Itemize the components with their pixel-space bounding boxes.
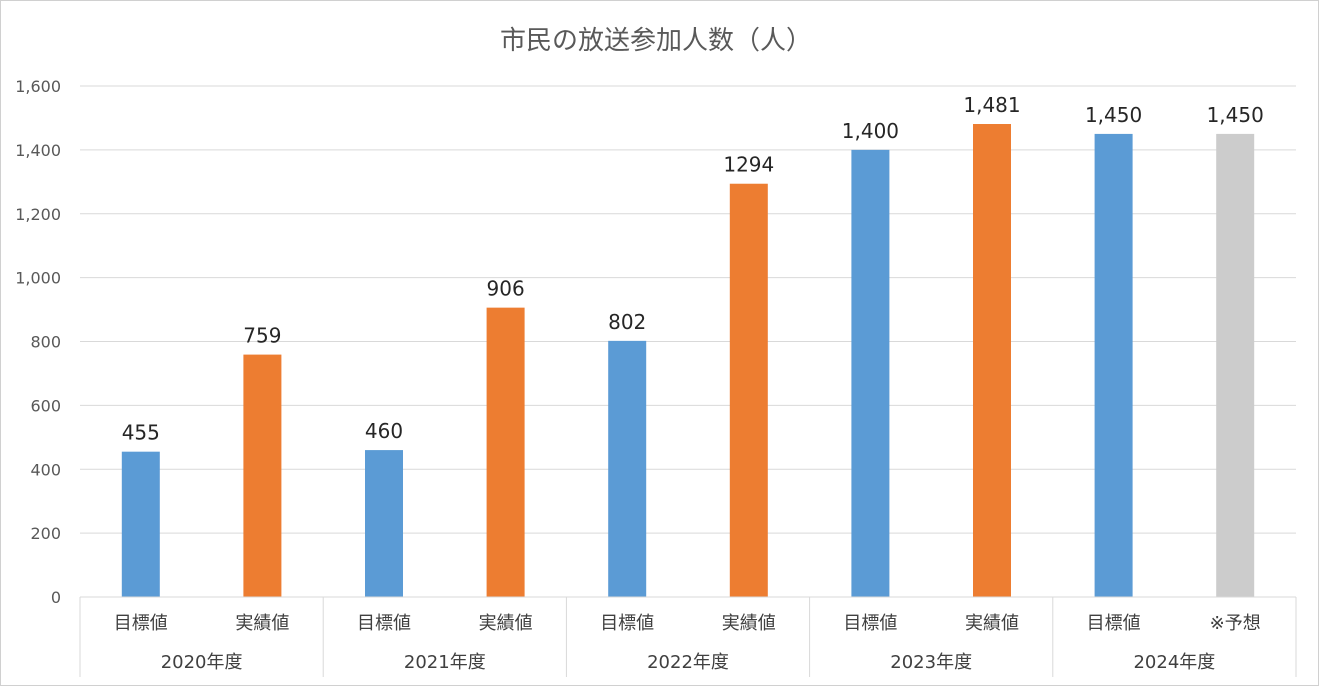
y-tick-label: 1,600: [15, 77, 61, 96]
group-label: 2021年度: [404, 652, 486, 673]
category-label: 実績値: [722, 613, 776, 634]
data-label: 460: [365, 419, 403, 443]
category-label: 実績値: [479, 613, 533, 634]
y-tick-label: 1,000: [15, 269, 61, 288]
y-tick-label: 200: [30, 524, 61, 543]
group-label: 2022年度: [647, 652, 729, 673]
data-label: 455: [122, 421, 160, 445]
data-label: 906: [487, 277, 525, 301]
bar: [365, 450, 403, 597]
y-tick-label: 400: [30, 460, 61, 479]
group-label: 2023年度: [890, 652, 972, 673]
bar: [608, 340, 647, 597]
category-label: 実績値: [965, 613, 1019, 634]
category-label: 目標値: [843, 613, 897, 634]
bar: [729, 183, 768, 597]
bar: [243, 354, 282, 597]
bar: [1094, 133, 1133, 597]
y-tick-label: 600: [30, 396, 61, 415]
gridlines: [80, 85, 1296, 598]
data-label: 1,450: [1085, 103, 1142, 127]
category-label: 目標値: [1087, 613, 1141, 634]
bar: [851, 149, 890, 597]
chart-title: 市民の放送参加人数（人）: [500, 26, 812, 56]
data-label: 1,400: [842, 119, 899, 143]
data-label: 1,481: [963, 93, 1020, 117]
group-label: 2024年度: [1133, 652, 1215, 673]
group-label: 2020年度: [161, 652, 243, 673]
data-label: 1,450: [1207, 103, 1264, 127]
y-tick-label: 0: [51, 588, 61, 607]
y-axis-tick-labels: 0 200 400 600 800 1,000 1,200 1,400 1,600: [15, 77, 61, 607]
data-label: 1294: [723, 153, 774, 177]
category-label: 目標値: [357, 613, 411, 634]
category-label: 目標値: [114, 613, 168, 634]
bars: [121, 124, 1255, 598]
category-label: ※予想: [1210, 613, 1261, 634]
y-tick-label: 800: [30, 333, 61, 352]
data-label: 759: [243, 324, 281, 348]
bar: [486, 307, 525, 597]
category-label: 実績値: [235, 613, 289, 634]
data-label: 802: [608, 310, 646, 334]
bar: [121, 451, 160, 597]
bar: [973, 124, 1011, 598]
y-tick-label: 1,400: [15, 141, 61, 160]
category-label: 目標値: [600, 613, 654, 634]
x-axis: 目標値 実績値 目標値 実績値 目標値 実績値 目標値 実績値 目標値 ※予想 2020年度 2021…: [79, 596, 1297, 677]
bar: [1216, 133, 1255, 597]
y-tick-label: 1,200: [15, 205, 61, 224]
data-labels: 455 759 460 906 802 1294 1,400 1,481 1,450 1,450: [122, 93, 1264, 445]
